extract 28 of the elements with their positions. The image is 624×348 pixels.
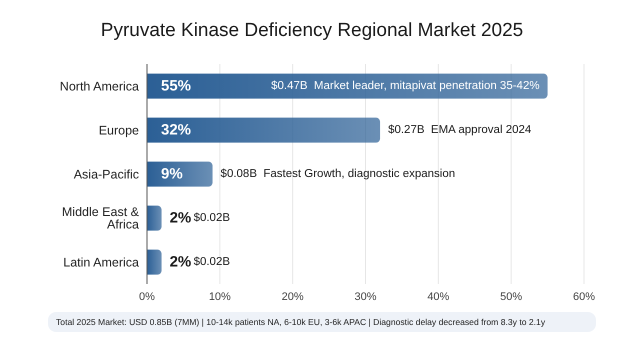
x-tick-label: 60% — [572, 290, 596, 303]
annotation: $0.02B — [194, 212, 230, 224]
annotation: $0.08B Fastest Growth, diagnostic expansion — [220, 168, 456, 180]
y-tick-label: North America — [60, 79, 140, 94]
annotation: $0.47B Market leader, mitapivat penetration 35-42% — [271, 80, 540, 92]
x-tick-label: 0% — [139, 290, 156, 303]
y-tick-label: Latin America — [63, 255, 140, 270]
x-tick-label: 50% — [500, 290, 522, 303]
x-tick-label: 20% — [282, 290, 304, 303]
bar — [147, 162, 213, 187]
y-tick-label: Asia-Pacific — [74, 167, 139, 182]
annotation: $0.02B — [194, 256, 230, 268]
data-label: 9% — [161, 166, 183, 183]
y-tick-label: Middle East & Africa — [62, 205, 140, 232]
bar — [147, 250, 162, 275]
data-label: 2% — [170, 254, 192, 271]
x-tick-label: 40% — [427, 290, 450, 303]
text: Total 2025 Market: USD 0.85B (7MM) | 10-14k patients NA, 6-10k EU, 3-6k APAC | Diagnostic delay decreased from 8.3y to 2.1y — [48, 312, 596, 332]
data-label: 32% — [161, 122, 192, 139]
data-label: 55% — [161, 78, 192, 95]
chart-title: Pyruvate Kinase Deficiency Regional Market 2025 — [100, 20, 524, 42]
x-tick-label: 10% — [208, 290, 232, 303]
bar — [147, 206, 162, 231]
y-tick-label: Europe — [98, 123, 140, 138]
bar — [147, 118, 380, 143]
x-tick-label: 30% — [354, 290, 377, 303]
annotation: $0.27B EMA approval 2024 — [388, 124, 532, 136]
data-label: 2% — [170, 210, 192, 227]
